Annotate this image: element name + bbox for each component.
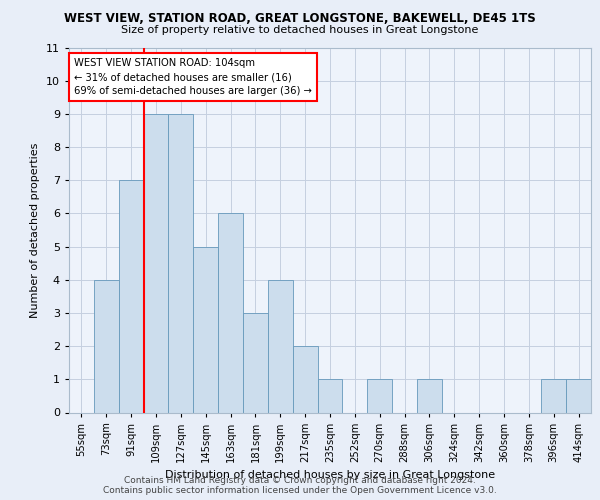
Bar [94, 280, 119, 412]
Bar [367, 380, 392, 412]
Bar [169, 114, 193, 412]
Bar [566, 380, 591, 412]
Bar [218, 214, 243, 412]
Bar [243, 313, 268, 412]
Bar [541, 380, 566, 412]
Bar [193, 246, 218, 412]
Text: WEST VIEW, STATION ROAD, GREAT LONGSTONE, BAKEWELL, DE45 1TS: WEST VIEW, STATION ROAD, GREAT LONGSTONE… [64, 12, 536, 26]
X-axis label: Distribution of detached houses by size in Great Longstone: Distribution of detached houses by size … [165, 470, 495, 480]
Bar [317, 380, 343, 412]
Bar [268, 280, 293, 412]
Y-axis label: Number of detached properties: Number of detached properties [31, 142, 40, 318]
Text: Contains HM Land Registry data © Crown copyright and database right 2024.: Contains HM Land Registry data © Crown c… [124, 476, 476, 485]
Text: WEST VIEW STATION ROAD: 104sqm
← 31% of detached houses are smaller (16)
69% of : WEST VIEW STATION ROAD: 104sqm ← 31% of … [74, 58, 312, 96]
Bar [119, 180, 143, 412]
Text: Contains public sector information licensed under the Open Government Licence v3: Contains public sector information licen… [103, 486, 497, 495]
Text: Size of property relative to detached houses in Great Longstone: Size of property relative to detached ho… [121, 25, 479, 35]
Bar [417, 380, 442, 412]
Bar [293, 346, 317, 412]
Bar [143, 114, 169, 412]
